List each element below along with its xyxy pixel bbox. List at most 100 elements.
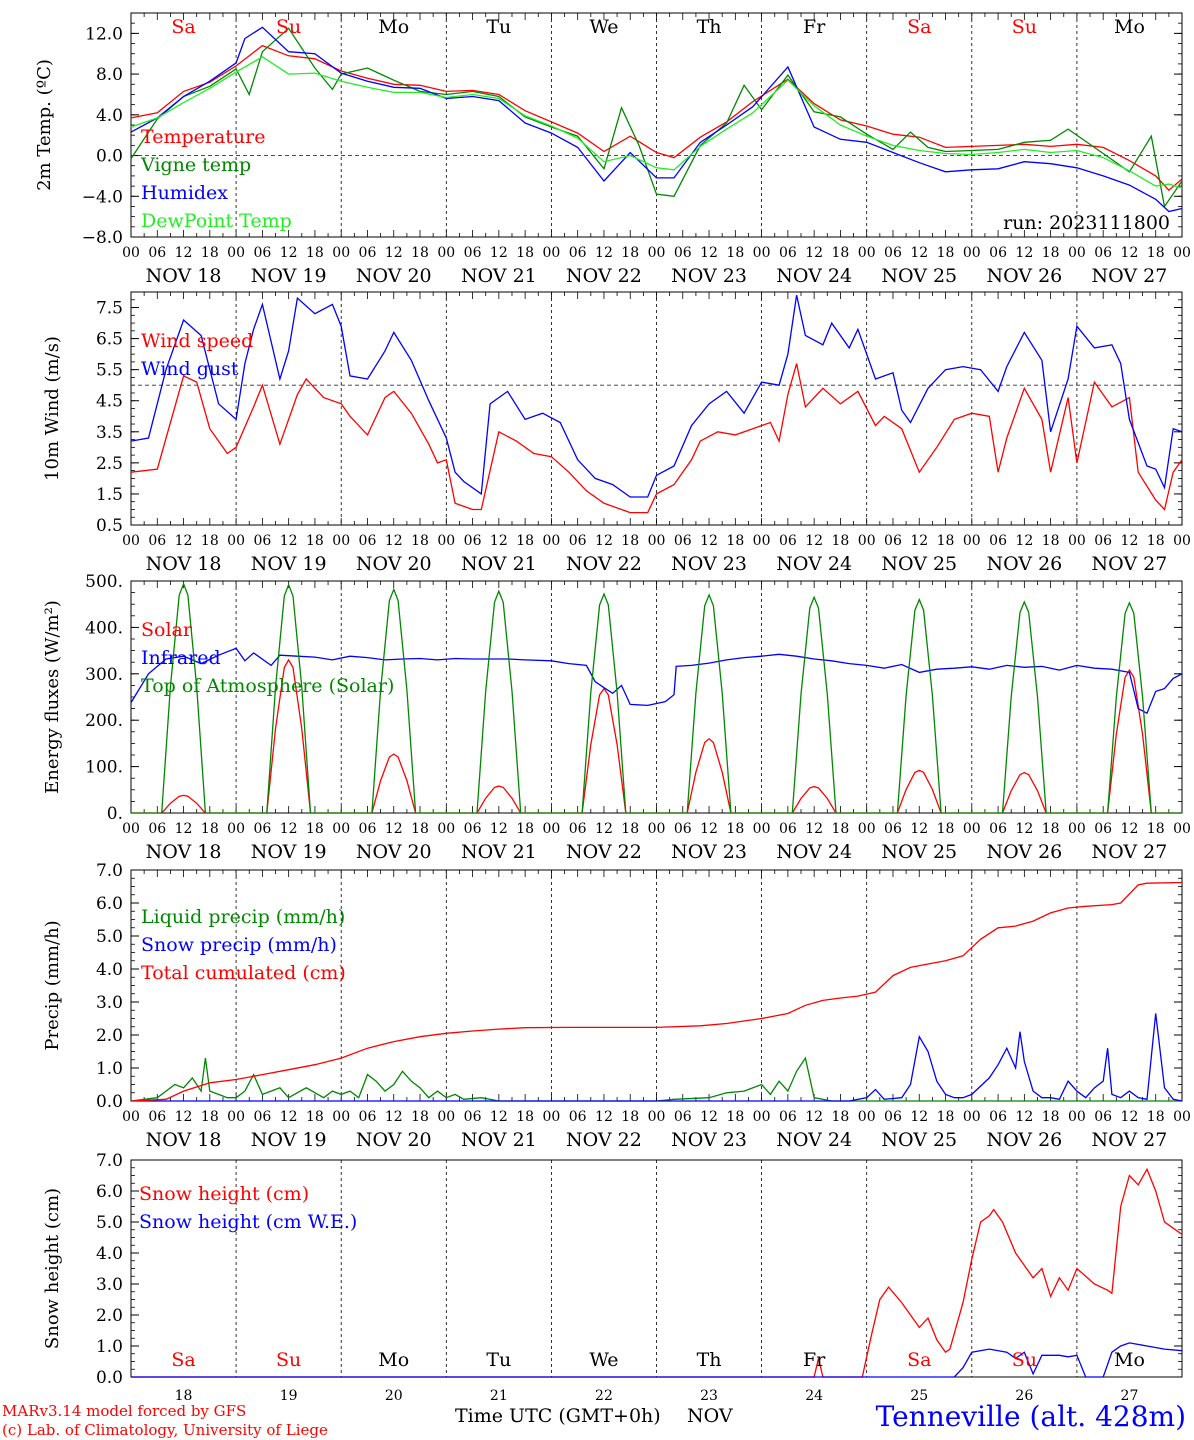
hour-label: 12 bbox=[385, 533, 403, 549]
hour-label: 06 bbox=[674, 1109, 692, 1125]
y-tick-label: 4.0 bbox=[96, 1244, 123, 1264]
hour-label: 12 bbox=[175, 821, 193, 837]
hour-label: 00 bbox=[227, 245, 245, 261]
hour-label: 00 bbox=[753, 245, 771, 261]
snow-panel: 7.0 6.0 5.0 4.0 3.0 2.0 1.0 0.0 Snow height (cm)… bbox=[42, 1151, 1183, 1404]
y-tick-label: 5.0 bbox=[96, 927, 123, 947]
hour-label: 18 bbox=[306, 533, 324, 549]
hour-label: 00 bbox=[542, 1109, 560, 1125]
hour-label: 06 bbox=[359, 821, 377, 837]
y-axis-label: 10m Wind (m/s) bbox=[42, 336, 63, 481]
date-label: NOV 25 bbox=[881, 1129, 957, 1151]
hour-label: 06 bbox=[779, 821, 797, 837]
hour-label: 18 bbox=[201, 821, 219, 837]
date-label: NOV 20 bbox=[356, 841, 432, 863]
date-label: NOV 27 bbox=[1092, 265, 1168, 287]
hour-label: 06 bbox=[569, 533, 587, 549]
date-label: NOV 23 bbox=[671, 553, 747, 575]
hour-label: 18 bbox=[621, 245, 639, 261]
hour-label: 00 bbox=[542, 533, 560, 549]
hour-label: 00 bbox=[753, 1109, 771, 1125]
series-line-vigne-temp bbox=[130, 27, 1183, 209]
hour-label: 06 bbox=[989, 533, 1007, 549]
hour-label: 00 bbox=[437, 533, 455, 549]
hour-label: 06 bbox=[464, 1109, 482, 1125]
hour-label: 06 bbox=[1094, 821, 1112, 837]
day-name: Mo bbox=[378, 16, 409, 38]
hour-label: 00 bbox=[1173, 533, 1191, 549]
hour-label: 12 bbox=[385, 245, 403, 261]
day-number: 22 bbox=[595, 1388, 613, 1404]
legend-entry: Top of Atmosphere (Solar) bbox=[141, 675, 394, 697]
hour-label: 18 bbox=[937, 1109, 955, 1125]
date-label: NOV 23 bbox=[671, 841, 747, 863]
hour-label: 00 bbox=[858, 821, 876, 837]
hour-label: 06 bbox=[569, 1109, 587, 1125]
hour-label: 12 bbox=[805, 533, 823, 549]
date-label: NOV 26 bbox=[986, 1129, 1062, 1151]
hour-label: 00 bbox=[332, 245, 350, 261]
y-tick-label: 4.0 bbox=[96, 106, 123, 126]
hour-label: 12 bbox=[1015, 533, 1033, 549]
legend-entry: DewPoint Temp bbox=[141, 210, 292, 232]
legend-entry: Vigne temp bbox=[140, 154, 251, 176]
day-number: 27 bbox=[1121, 1388, 1139, 1404]
hour-label: 18 bbox=[937, 821, 955, 837]
y-tick-label: 6.0 bbox=[96, 1182, 123, 1202]
date-label: NOV 25 bbox=[881, 265, 957, 287]
date-label: NOV 22 bbox=[566, 1129, 642, 1151]
hour-label: 18 bbox=[1147, 821, 1165, 837]
hour-label: 00 bbox=[1068, 245, 1086, 261]
hour-label: 18 bbox=[201, 1109, 219, 1125]
date-label: NOV 22 bbox=[566, 841, 642, 863]
hour-label: 06 bbox=[674, 821, 692, 837]
hour-label: 12 bbox=[805, 245, 823, 261]
hour-label: 00 bbox=[1173, 1109, 1191, 1125]
wind-hour-labels: 00 06 12 18 00 06 12 18 00 06 12 18 00 06 12 18 00 06 12 18… bbox=[122, 533, 1191, 549]
y-tick-label: 2.0 bbox=[96, 1026, 123, 1046]
y-tick-label: 100. bbox=[85, 758, 123, 778]
day-number: 23 bbox=[700, 1388, 718, 1404]
day-number: 18 bbox=[175, 1388, 193, 1404]
date-label: NOV 22 bbox=[566, 265, 642, 287]
hour-label: 18 bbox=[726, 821, 744, 837]
hour-label: 06 bbox=[569, 245, 587, 261]
day-name: Th bbox=[697, 16, 722, 38]
day-name: Mo bbox=[1114, 1349, 1145, 1371]
legend-entry: Humidex bbox=[141, 182, 228, 204]
hour-label: 18 bbox=[726, 245, 744, 261]
y-tick-label: 1.5 bbox=[96, 485, 123, 505]
series-line-liquid-precip-mm-h- bbox=[130, 1056, 1182, 1102]
hour-label: 18 bbox=[832, 1109, 850, 1125]
hour-label: 00 bbox=[122, 821, 140, 837]
hour-label: 06 bbox=[464, 245, 482, 261]
hour-label: 00 bbox=[648, 533, 666, 549]
hour-label: 06 bbox=[989, 245, 1007, 261]
hour-label: 06 bbox=[884, 245, 902, 261]
hour-label: 00 bbox=[648, 821, 666, 837]
series-line-infrared bbox=[130, 647, 1183, 715]
date-label: NOV 26 bbox=[986, 841, 1062, 863]
hour-label: 00 bbox=[753, 821, 771, 837]
hour-label: 12 bbox=[490, 1109, 508, 1125]
hour-label: 12 bbox=[700, 533, 718, 549]
hour-label: 00 bbox=[1068, 1109, 1086, 1125]
hour-label: 12 bbox=[910, 245, 928, 261]
hour-label: 18 bbox=[832, 821, 850, 837]
hour-label: 00 bbox=[963, 245, 981, 261]
hour-label: 12 bbox=[595, 245, 613, 261]
y-axis-label: Precip (mm/h) bbox=[42, 920, 63, 1050]
hour-label: 00 bbox=[858, 533, 876, 549]
day-name: Su bbox=[1012, 1349, 1037, 1371]
day-name: Su bbox=[1012, 16, 1037, 38]
y-tick-label: 1.0 bbox=[96, 1059, 123, 1079]
date-label: NOV 23 bbox=[671, 1129, 747, 1151]
hour-label: 00 bbox=[332, 533, 350, 549]
wind-x-ticks bbox=[130, 292, 1183, 525]
date-label: NOV 27 bbox=[1092, 841, 1168, 863]
hour-label: 06 bbox=[674, 533, 692, 549]
y-tick-label: 4.0 bbox=[96, 960, 123, 980]
day-number: 25 bbox=[910, 1388, 928, 1404]
hour-label: 00 bbox=[437, 821, 455, 837]
